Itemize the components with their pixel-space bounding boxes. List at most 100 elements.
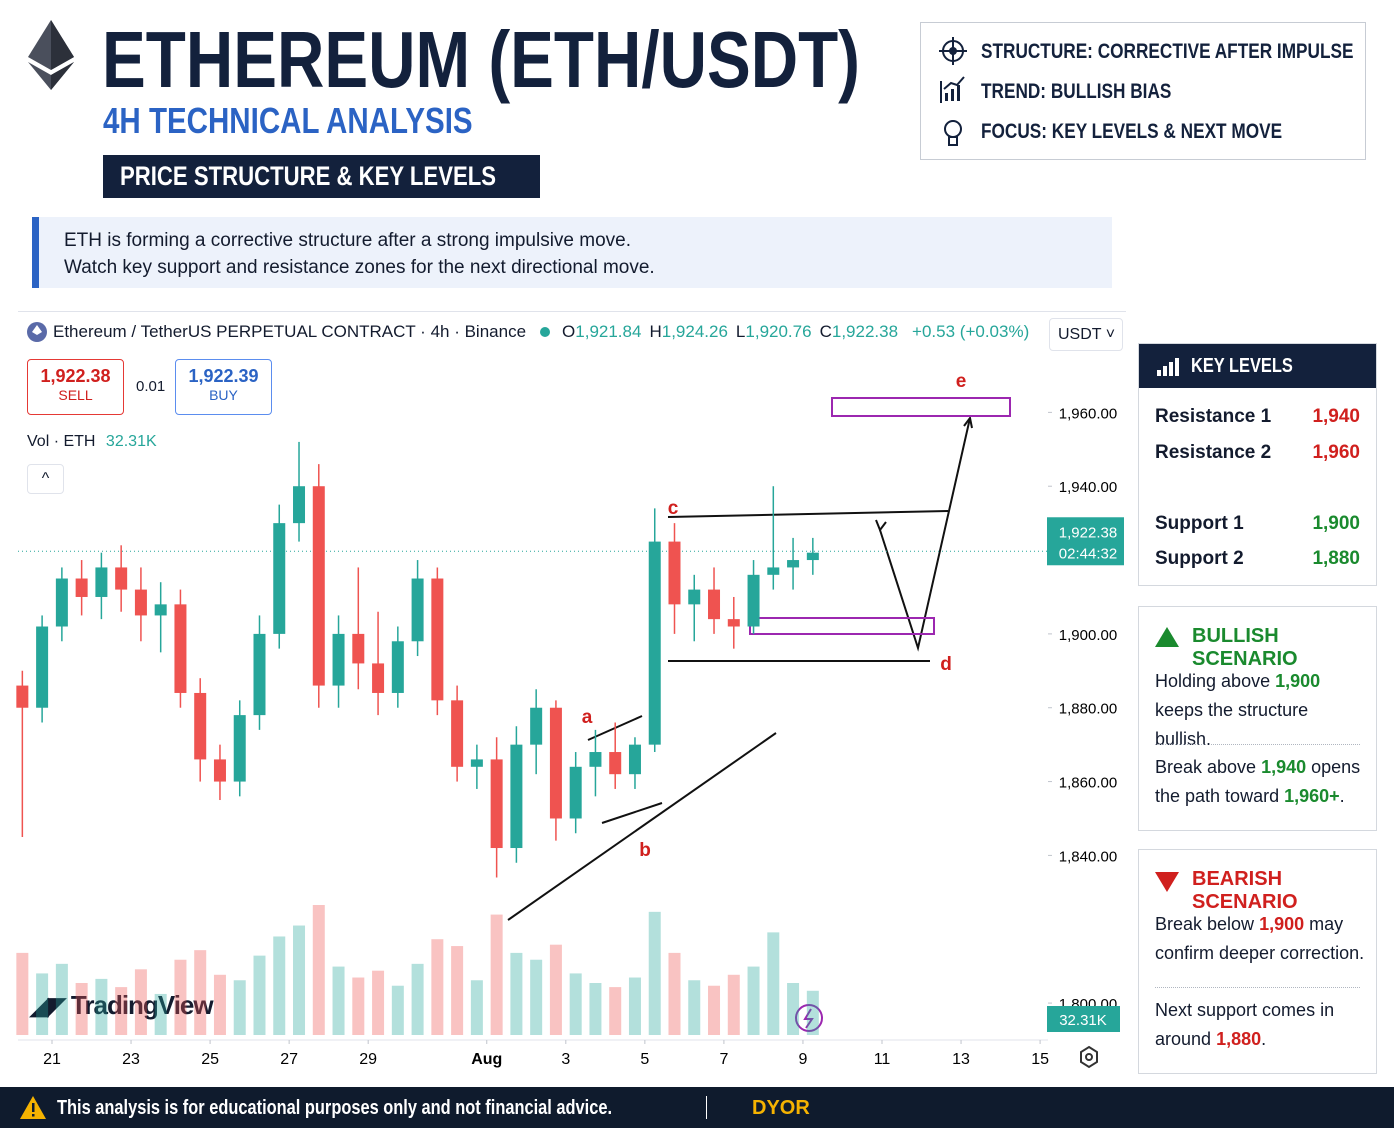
candle-body xyxy=(154,604,167,616)
disclaimer: This analysis is for educational purpose… xyxy=(57,1097,734,1120)
volume-bar xyxy=(174,959,187,1035)
volume-tag xyxy=(1047,1006,1120,1032)
x-tick-label: 11 xyxy=(874,1051,891,1068)
chart-header: Ethereum / TetherUS PERPETUAL CONTRACT ·… xyxy=(27,322,1029,342)
support-zone xyxy=(749,617,935,635)
level-name: Support 1 xyxy=(1155,513,1244,534)
candle-body xyxy=(194,692,207,760)
candle-body xyxy=(589,752,602,767)
currency: USDT xyxy=(1058,326,1102,343)
candle-body xyxy=(16,685,29,708)
sell-price: 1,922.38 xyxy=(40,366,111,386)
info-text: FOCUS: KEY LEVELS & NEXT MOVE xyxy=(981,120,1283,143)
candle-body xyxy=(36,626,49,708)
ohlc-value: 1,920.76 xyxy=(745,322,812,341)
ohlc-value: 1,921.84 xyxy=(575,322,642,341)
level-value: 1,960 xyxy=(1312,442,1360,463)
target-zone xyxy=(831,397,1011,417)
volume-bar xyxy=(233,980,246,1035)
volume-bar xyxy=(747,966,760,1035)
wedge-bottom xyxy=(601,802,663,824)
text-part: Break above xyxy=(1155,757,1262,777)
volume-bar xyxy=(75,983,88,1035)
candle-body xyxy=(569,766,582,819)
volume-bar xyxy=(411,963,424,1035)
ohlc: O1,921.84 H1,924.26 L1,920.76 C1,922.38 xyxy=(562,322,906,342)
title: ETHEREUM (ETH/USDT) xyxy=(102,14,1026,106)
info-item: STRUCTURE: CORRECTIVE AFTER IMPULSE xyxy=(981,40,1394,64)
candle-body xyxy=(273,523,286,634)
candle-body xyxy=(95,567,108,597)
candle-body xyxy=(115,567,128,590)
sell-button[interactable]: 1,922.38 SELL xyxy=(27,359,124,415)
timer-icon xyxy=(795,1004,823,1032)
x-tick-label: 23 xyxy=(122,1051,140,1068)
ohlc-value: 1,924.26 xyxy=(661,322,728,341)
volume-bar xyxy=(668,952,681,1035)
level-row: Support 1 1,900 xyxy=(1155,513,1360,535)
x-tick-label: 27 xyxy=(280,1051,298,1068)
bullish-scenario: BULLISH SCENARIO Holding above 1,900 keep… xyxy=(1138,606,1377,831)
candle-body xyxy=(609,752,622,775)
candle-body xyxy=(767,567,780,575)
divider xyxy=(706,1096,707,1119)
candle-body xyxy=(293,486,306,524)
ohlc-key: H xyxy=(649,322,662,341)
volume-bar xyxy=(115,987,128,1035)
candle-body xyxy=(747,574,760,627)
x-tick-label: 7 xyxy=(719,1051,728,1068)
projection-path xyxy=(879,417,971,652)
buy-button[interactable]: 1,922.39 BUY xyxy=(175,359,272,415)
volume-bar xyxy=(352,977,365,1035)
settings-icon[interactable] xyxy=(1080,1045,1098,1069)
level-value: 1,880 xyxy=(1312,548,1360,569)
highlight: 1,900 xyxy=(1275,671,1321,691)
key-levels-title: KEY LEVELS xyxy=(1191,355,1293,377)
candle-body xyxy=(806,552,819,561)
volume-bar xyxy=(767,932,780,1035)
x-tick-label: 15 xyxy=(1031,1051,1049,1068)
chart-frame xyxy=(18,311,1126,1087)
wave-label: d xyxy=(940,654,952,675)
highlight: 1,900 xyxy=(1259,914,1305,934)
candle-body xyxy=(75,578,88,597)
volume-bar xyxy=(708,985,721,1035)
info-text: STRUCTURE: CORRECTIVE AFTER IMPULSE xyxy=(981,40,1354,63)
ohlc-key: C xyxy=(819,322,832,341)
candle-body xyxy=(510,744,523,849)
volume-header: Vol · ETH 32.31K xyxy=(27,433,157,451)
text-part: Next support comes in around xyxy=(1155,1000,1335,1049)
info-text: TREND: BULLISH BIAS xyxy=(981,80,1172,103)
volume-bar xyxy=(490,914,503,1035)
candle-body xyxy=(727,619,740,627)
volume-bar xyxy=(688,980,701,1035)
y-tick-label: 1,900.00 xyxy=(1059,627,1117,644)
annotations xyxy=(507,397,1011,921)
highlight: 1,940 xyxy=(1261,757,1307,777)
wave-label: e xyxy=(956,371,967,392)
eth-logo xyxy=(28,20,74,90)
text-part: Holding above xyxy=(1155,671,1276,691)
x-tick-label: 25 xyxy=(201,1051,219,1068)
sell-label: SELL xyxy=(58,387,93,403)
currency-select[interactable]: USDT ˅ xyxy=(1049,318,1123,351)
symbol-icon xyxy=(27,322,47,342)
collapse-button[interactable]: ^ xyxy=(27,464,64,494)
level-name: Resistance 1 xyxy=(1155,406,1272,427)
separator xyxy=(1155,987,1360,988)
scenario-text: Break below 1,900 may confirm deeper cor… xyxy=(1155,910,1365,968)
y-tick-label: 1,860.00 xyxy=(1059,775,1117,792)
badge-text: PRICE STRUCTURE & KEY LEVELS xyxy=(120,161,497,191)
price-tag-value: 1,922.38 xyxy=(1059,524,1117,541)
candle-body xyxy=(668,541,681,605)
buy-price: 1,922.39 xyxy=(188,366,259,386)
candle-body xyxy=(708,589,721,620)
watermark-logo: ◢◤ xyxy=(30,993,66,1020)
arrow-head xyxy=(963,415,973,429)
volume-bar xyxy=(806,990,819,1035)
y-tick-label: 1,960.00 xyxy=(1059,405,1117,422)
text-part: . xyxy=(1339,786,1345,806)
volume-bar xyxy=(134,969,147,1035)
text-part: keeps the structure bullish. xyxy=(1155,700,1309,749)
wave-label: b xyxy=(639,840,651,861)
